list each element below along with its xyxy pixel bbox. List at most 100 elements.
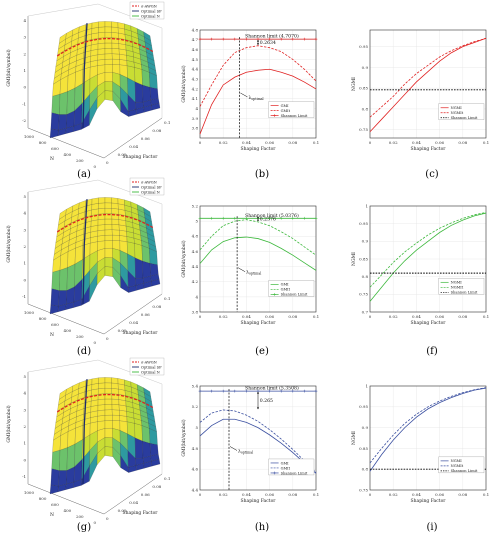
n-tick-label: 600 xyxy=(51,146,59,151)
surface-patch xyxy=(98,26,106,33)
y-tick-label: 4.1 xyxy=(192,96,198,101)
n-axis-label: N xyxy=(50,156,54,162)
x-axis-label: Shaping Factor xyxy=(241,498,277,504)
x-tick-label: 0 xyxy=(199,140,202,145)
y-tick-label: 0.8 xyxy=(362,467,369,472)
y-axis-label: GMI(bit/symbol) xyxy=(180,65,187,103)
sf-tick-label: 0.08 xyxy=(152,128,161,133)
series-line-ngmi xyxy=(369,212,487,302)
n-axis-label: N xyxy=(50,332,54,338)
n-tick-label: 0 xyxy=(93,340,96,345)
surface-patch xyxy=(97,229,106,237)
panel-label-g: (g) xyxy=(77,522,91,533)
data-point xyxy=(314,389,318,393)
surface-patch xyxy=(49,128,59,139)
legend-label: Shannon Limit xyxy=(281,114,308,118)
data-point xyxy=(268,389,271,393)
y-tick-label: 0.95 xyxy=(359,44,368,49)
surface-patch xyxy=(97,409,106,417)
z-tick-label: 0 xyxy=(23,277,26,282)
x-axis-label: Shaping Factor xyxy=(241,146,277,152)
legend-marker xyxy=(273,471,276,475)
legend-label: NGMI xyxy=(451,106,463,110)
data-point xyxy=(221,37,225,41)
panel-label-e: (e) xyxy=(255,346,269,357)
shannon-limit-label: Shannon limit (4.7070) xyxy=(245,33,299,40)
series-line-gmit xyxy=(199,45,317,107)
y-tick-label: 3.8 xyxy=(192,309,199,314)
surface-patch xyxy=(104,42,113,49)
x-tick-label: 0.02 xyxy=(389,314,398,319)
plot-frame xyxy=(199,29,317,139)
legend-label: Optimal N xyxy=(141,190,160,194)
series-line-ngmit xyxy=(369,211,487,288)
legend-marker xyxy=(273,293,276,296)
y-tick-label: 0.95 xyxy=(359,404,368,409)
panel-label-d: (d) xyxy=(77,346,91,357)
surface-patch xyxy=(142,440,151,459)
surface-patch xyxy=(98,208,106,215)
y-tick-label: 1 xyxy=(365,203,368,208)
y-tick-label: 4.8 xyxy=(192,234,199,239)
x-tick-label: 0.04 xyxy=(242,140,251,145)
legend-label: Shannon Limit xyxy=(281,471,308,475)
arrowhead xyxy=(257,43,259,46)
surface-patch xyxy=(149,443,159,457)
z-tick-label: 3 xyxy=(23,407,26,412)
sf-tick-label: 0.06 xyxy=(141,136,150,141)
lambda-pointer xyxy=(240,92,248,98)
x-tick-label: 0.06 xyxy=(265,140,274,145)
optimal-sf-curve xyxy=(82,199,88,305)
surface-patch xyxy=(104,218,113,225)
legend-label: GMI xyxy=(281,461,290,465)
x-tick-label: 0.08 xyxy=(288,314,297,319)
y-tick-label: 0.9 xyxy=(362,425,369,430)
legend-label: GMIt xyxy=(281,466,291,470)
z-tick-label: 4 xyxy=(23,391,26,396)
legend-label: σ-AWGN xyxy=(141,4,157,8)
legend-label: NGMIt xyxy=(451,464,464,468)
surface-patch xyxy=(104,202,112,209)
y-tick-label: 4.4 xyxy=(192,264,199,269)
lambda-optimal-label: λoptimal xyxy=(246,270,261,276)
surface-patch xyxy=(49,304,59,315)
legend-label: NGMI xyxy=(451,459,463,463)
x-tick-label: 0.04 xyxy=(242,492,251,497)
panel-label-c: (c) xyxy=(425,169,439,180)
sf-tick-label: 0.1 xyxy=(164,296,170,301)
n-tick-label: 200 xyxy=(76,158,84,163)
chart-h: 0 0.02 0.04 0.06 0.08 0.1 4.4 4.6 4.8 5 5.2 5.4 Shap… xyxy=(180,383,319,504)
sf-tick-label: 0.06 xyxy=(141,312,150,317)
y-axis-label: GMI(bit/symbol) xyxy=(180,240,187,278)
arrowhead xyxy=(257,39,259,42)
y-axis-label: NGMI xyxy=(351,77,357,91)
surface-d: 5 4 3 2 1 0 -1 GMI(bit/symbol) 1000 800 600 400 200 0… xyxy=(5,177,170,345)
surface-patch xyxy=(104,388,112,394)
y-axis-label: GMI(bit/symbol) xyxy=(180,419,187,457)
surface-patch xyxy=(104,404,113,410)
surface-patch xyxy=(58,470,67,487)
data-point xyxy=(210,389,213,393)
surface-patch xyxy=(149,263,159,277)
sf-tick-label: 0 xyxy=(106,160,109,165)
plot-frame xyxy=(199,205,317,313)
surface-patch xyxy=(111,398,120,405)
n-tick-label: 1000 xyxy=(24,490,35,495)
surface-patch xyxy=(143,387,151,397)
y-tick-label: 5.2 xyxy=(192,404,199,409)
y-tick-label: 0.85 xyxy=(359,446,368,451)
y-tick-label: 4.6 xyxy=(192,467,199,472)
x-tick-label: 0.04 xyxy=(412,492,421,497)
x-tick-label: 0 xyxy=(369,492,372,497)
x-tick-label: 0.1 xyxy=(313,314,319,319)
sf-axis-label: Shaping Factor xyxy=(123,510,159,516)
sf-axis-label: Shaping Factor xyxy=(123,330,159,336)
arrowhead xyxy=(257,391,259,394)
n-tick-label: 400 xyxy=(64,508,72,513)
x-tick-label: 0.02 xyxy=(389,140,398,145)
surface-patch xyxy=(66,443,76,471)
legend-label: GMI xyxy=(281,104,290,108)
legend-label: GMI xyxy=(281,283,290,287)
surface-patch xyxy=(112,235,120,241)
surface-patch xyxy=(98,21,106,28)
